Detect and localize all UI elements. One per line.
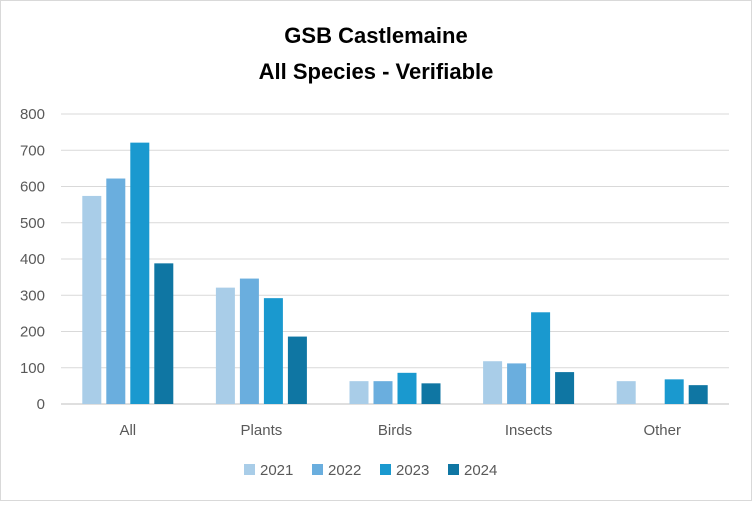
legend-swatch-2024 — [448, 464, 459, 475]
y-tick-label: 500 — [20, 215, 45, 232]
bar-all-2023 — [130, 142, 150, 404]
y-tick-label: 400 — [20, 251, 45, 268]
bar-plants-2024 — [287, 336, 307, 404]
bar-insects-2024 — [555, 372, 575, 404]
legend-swatch-2022 — [312, 464, 323, 475]
bar-birds-2021 — [349, 381, 369, 404]
y-tick-label: 0 — [37, 396, 45, 413]
legend-swatch-2023 — [380, 464, 391, 475]
bar-birds-2022 — [373, 381, 393, 404]
legend-label-2023: 2023 — [396, 462, 429, 479]
chart-title: GSB Castlemaine — [284, 23, 467, 48]
x-axis-categories: All Plants Birds Insects Other — [119, 422, 680, 439]
bar-insects-2021 — [483, 361, 503, 404]
legend-label-2021: 2021 — [260, 462, 293, 479]
legend-swatch-2021 — [244, 464, 255, 475]
x-category-label: All — [119, 422, 136, 439]
bars — [82, 142, 708, 404]
bar-birds-2023 — [397, 372, 417, 404]
y-tick-label: 600 — [20, 179, 45, 196]
y-axis-ticks: 0 100 200 300 400 500 600 700 800 — [20, 106, 45, 413]
y-tick-label: 100 — [20, 360, 45, 377]
y-tick-label: 300 — [20, 287, 45, 304]
chart-subtitle: All Species - Verifiable — [259, 59, 494, 84]
bar-all-2021 — [82, 195, 102, 404]
bar-all-2022 — [106, 178, 126, 404]
legend: 2021 2022 2023 2024 — [244, 462, 497, 479]
y-tick-label: 700 — [20, 142, 45, 159]
legend-label-2024: 2024 — [464, 462, 497, 479]
legend-label-2022: 2022 — [328, 462, 361, 479]
y-tick-label: 800 — [20, 106, 45, 123]
bar-other-2024 — [688, 385, 708, 404]
x-category-label: Insects — [505, 422, 553, 439]
bar-insects-2022 — [507, 363, 527, 404]
x-category-label: Birds — [378, 422, 412, 439]
bar-other-2021 — [616, 381, 636, 404]
bar-insects-2023 — [531, 312, 551, 404]
bar-plants-2021 — [215, 287, 235, 404]
x-category-label: Other — [643, 422, 681, 439]
bar-other-2023 — [664, 379, 684, 404]
bar-birds-2024 — [421, 383, 441, 404]
y-tick-label: 200 — [20, 324, 45, 341]
bar-plants-2023 — [263, 298, 283, 404]
bar-plants-2022 — [239, 278, 259, 404]
bar-all-2024 — [154, 263, 174, 404]
x-category-label: Plants — [241, 422, 283, 439]
